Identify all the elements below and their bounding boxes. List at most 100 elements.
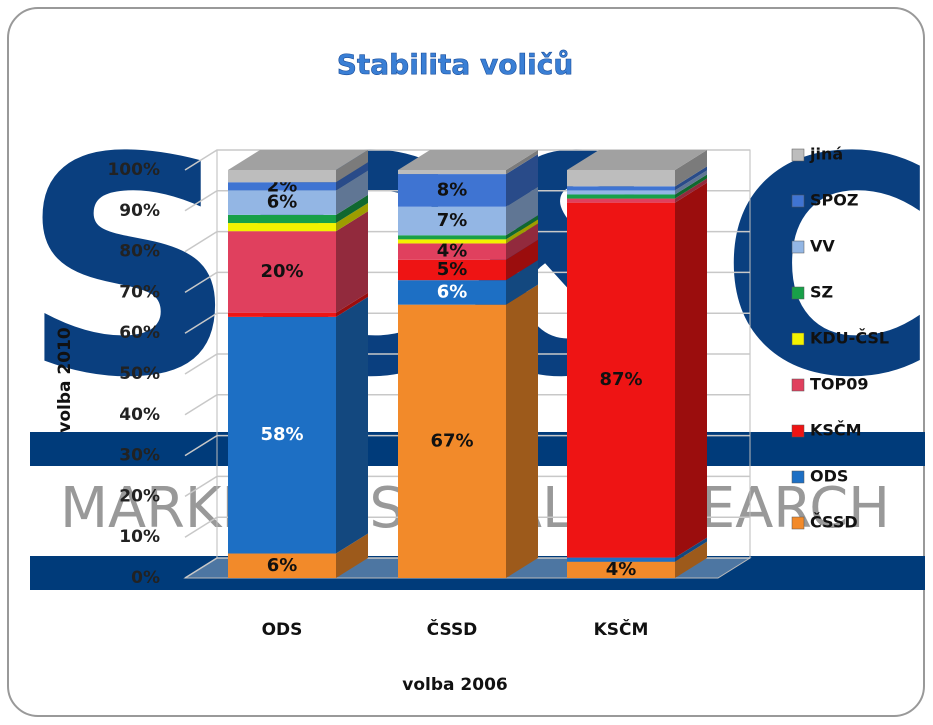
value-label: 67% xyxy=(430,430,473,451)
bar-top xyxy=(398,150,538,170)
x-tick-label: KSČM xyxy=(594,618,649,640)
bar-front xyxy=(567,170,675,187)
value-label: 87% xyxy=(599,369,642,390)
legend-label: KDU-ČSL xyxy=(810,329,889,348)
bar-side xyxy=(506,260,538,305)
legend-label: jiná xyxy=(809,145,843,164)
legend-swatch xyxy=(791,240,805,254)
bar-side xyxy=(675,170,707,195)
bar-segment xyxy=(398,239,538,281)
bar-segment xyxy=(398,186,538,236)
bar-front xyxy=(398,170,506,175)
bar-front xyxy=(567,198,675,203)
legend-label: ČSSD xyxy=(810,513,858,532)
legend-swatch xyxy=(791,470,805,484)
y-tick-label: 30% xyxy=(119,446,160,466)
bar-front xyxy=(398,304,506,578)
value-label: 7% xyxy=(437,210,468,231)
legend-swatch xyxy=(791,332,805,346)
legend-label: ODS xyxy=(810,467,848,486)
legend-label: TOP09 xyxy=(810,375,869,394)
y-tick-label: 100% xyxy=(107,160,160,180)
bar-segment xyxy=(567,166,707,191)
bar-front xyxy=(398,243,506,260)
bar-segment xyxy=(228,203,368,232)
legend-label: KSČM xyxy=(810,421,862,440)
bar-front xyxy=(228,182,336,191)
bar-front xyxy=(567,557,675,562)
bar-front xyxy=(228,214,336,224)
bar-side xyxy=(675,178,707,203)
legend-swatch xyxy=(791,378,805,392)
bar-segment xyxy=(398,150,538,175)
chart-title: Stabilita voličů xyxy=(337,48,574,81)
bar-segment xyxy=(567,541,707,578)
bar-segment xyxy=(228,533,368,578)
bar-front xyxy=(228,190,336,215)
value-label: 58% xyxy=(260,424,303,445)
value-label: 4% xyxy=(606,559,637,580)
bar-segment xyxy=(398,223,538,260)
bar-front xyxy=(228,316,336,554)
legend-label: SPOZ xyxy=(810,191,858,210)
value-label: 4% xyxy=(437,241,468,262)
bar-front xyxy=(398,235,506,240)
bar-front xyxy=(398,280,506,305)
bar-front xyxy=(398,239,506,244)
bar-segment xyxy=(398,154,538,207)
legend-swatch xyxy=(791,286,805,300)
bar-segment xyxy=(567,178,707,203)
bar-segment xyxy=(228,211,368,313)
x-tick-label: ODS xyxy=(262,620,303,640)
bar-front xyxy=(398,206,506,236)
bar-segment xyxy=(567,174,707,199)
bar-side xyxy=(336,194,368,224)
bar-front xyxy=(228,231,336,313)
bar-side xyxy=(506,150,538,175)
bar-front xyxy=(228,170,336,183)
bar-segment xyxy=(567,537,707,562)
y-tick-label: 0% xyxy=(131,568,160,588)
bar-side xyxy=(336,170,368,215)
bar-segment xyxy=(567,170,707,195)
bar-side xyxy=(506,284,538,578)
bar-segment xyxy=(228,194,368,224)
legend-swatch xyxy=(791,516,805,530)
bar-segment xyxy=(398,284,538,578)
y-tick-label: 40% xyxy=(119,405,160,425)
y-tick-label: 10% xyxy=(119,527,160,547)
bar-side xyxy=(506,154,538,207)
bar-segment xyxy=(228,170,368,215)
bar-segment xyxy=(228,296,368,554)
bar-side xyxy=(336,211,368,313)
bar-side xyxy=(506,215,538,240)
bar-side xyxy=(336,292,368,317)
value-label: 8% xyxy=(437,179,468,200)
bar-side xyxy=(675,166,707,191)
bar-segment xyxy=(398,219,538,244)
bar-front xyxy=(398,259,506,281)
value-label: 6% xyxy=(437,281,468,302)
bar-segment xyxy=(398,215,538,240)
legend-label: SZ xyxy=(810,283,833,302)
bar-side xyxy=(506,223,538,260)
bar-segment xyxy=(228,150,368,183)
y-axis-label: volba 2010 xyxy=(55,327,75,433)
legend-swatch xyxy=(791,148,805,162)
x-axis-label: volba 2006 xyxy=(402,675,507,695)
legend-swatch xyxy=(791,424,805,438)
bar-side xyxy=(675,150,707,187)
bar-side xyxy=(675,537,707,562)
y-tick-label: 80% xyxy=(119,242,160,262)
bar-top xyxy=(228,150,368,170)
bar-side xyxy=(506,239,538,281)
bar-front xyxy=(228,553,336,578)
bar-front xyxy=(567,194,675,199)
bar-side xyxy=(506,186,538,236)
value-label: 20% xyxy=(260,261,303,282)
bar-front xyxy=(567,190,675,195)
y-tick-label: 70% xyxy=(119,282,160,302)
bar-segment xyxy=(228,292,368,317)
bar-front xyxy=(567,186,675,191)
bar-side xyxy=(336,150,368,183)
